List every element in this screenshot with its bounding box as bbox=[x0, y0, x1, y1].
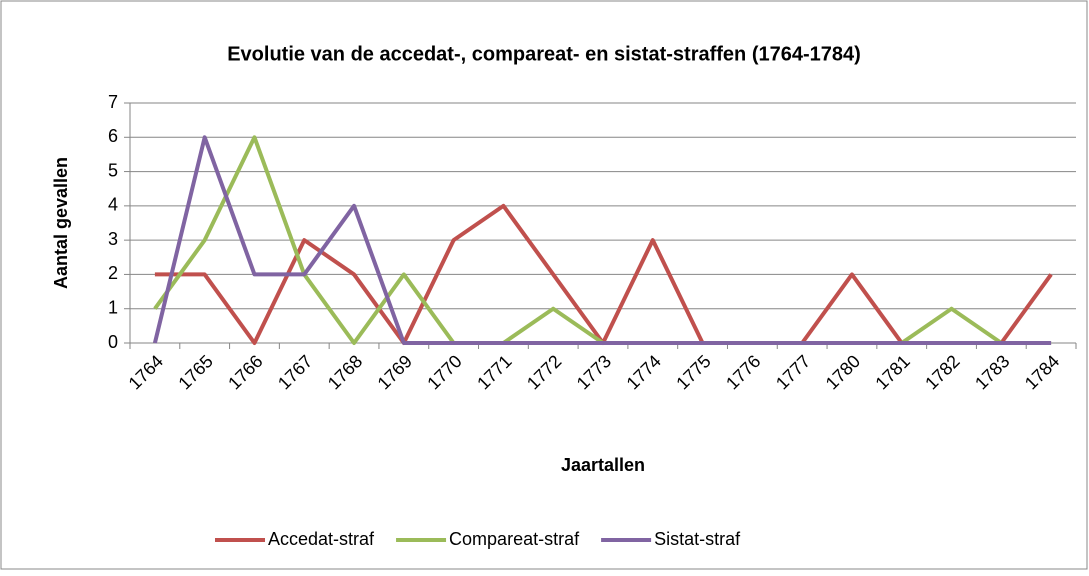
y-tick-label: 7 bbox=[108, 92, 118, 112]
y-tick-label: 6 bbox=[108, 126, 118, 146]
legend-label: Accedat-straf bbox=[268, 529, 375, 549]
y-tick-label: 3 bbox=[108, 229, 118, 249]
series-line bbox=[152, 135, 1052, 345]
legend-label: Compareat-straf bbox=[449, 529, 580, 549]
x-axis-label: Jaartallen bbox=[561, 455, 645, 475]
y-tick-label: 0 bbox=[108, 332, 118, 352]
y-axis-label: Aantal gevallen bbox=[51, 157, 71, 289]
chart-title: Evolutie van de accedat-, compareat- en … bbox=[227, 43, 861, 65]
y-tick-label: 4 bbox=[108, 195, 118, 215]
y-tick-label: 2 bbox=[108, 263, 118, 283]
y-tick-label: 5 bbox=[108, 160, 118, 180]
legend-label: Sistat-straf bbox=[654, 529, 741, 549]
y-tick-label: 1 bbox=[108, 297, 118, 317]
